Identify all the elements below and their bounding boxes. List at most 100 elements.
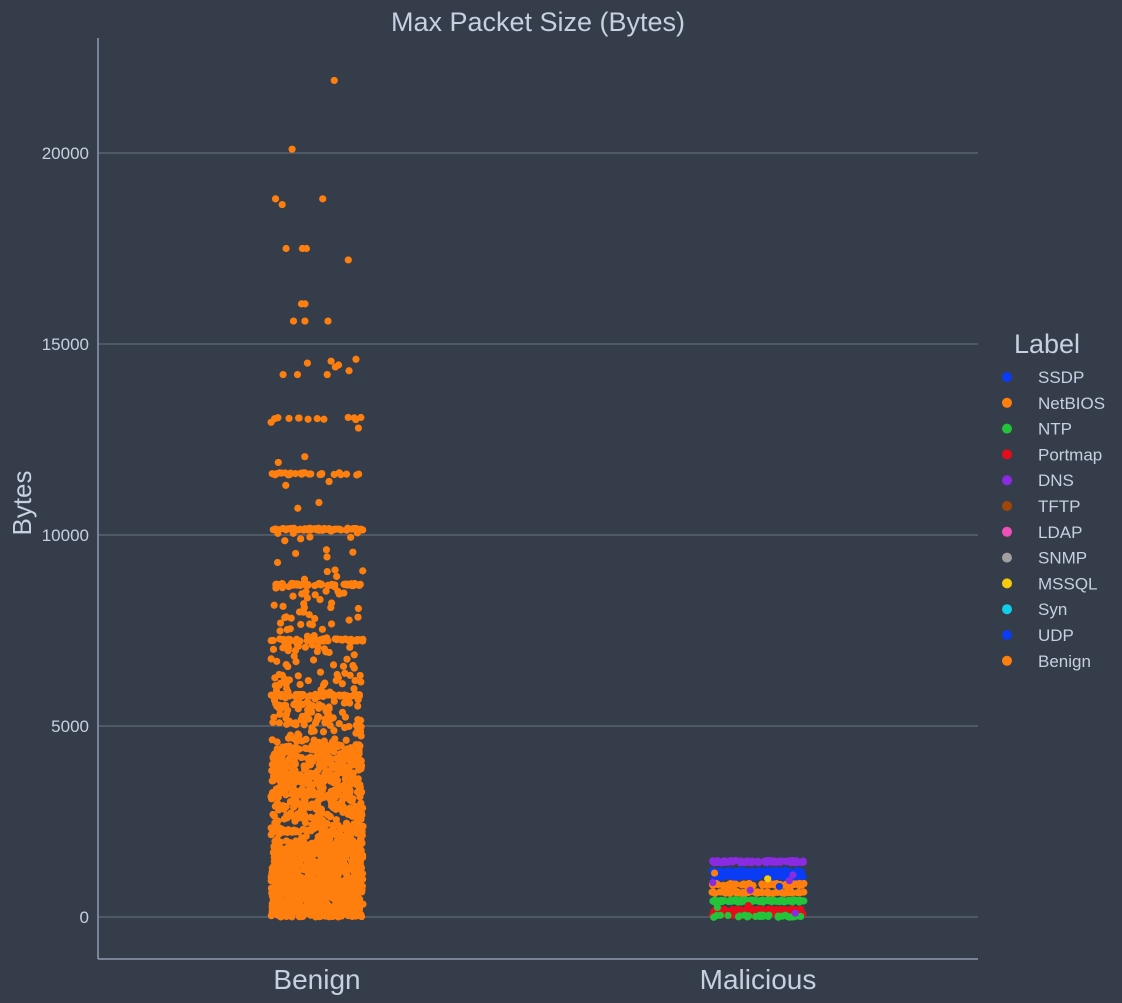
data-point — [344, 256, 352, 264]
data-point — [324, 582, 332, 590]
data-point — [350, 414, 358, 422]
data-point — [356, 835, 365, 843]
data-point — [276, 619, 285, 627]
data-point — [301, 811, 309, 819]
data-point — [354, 613, 362, 621]
data-point — [324, 912, 332, 920]
data-point — [311, 903, 320, 911]
data-point — [293, 581, 301, 589]
data-point — [283, 720, 291, 728]
data-point — [345, 764, 353, 772]
data-point — [323, 900, 331, 908]
data-point — [354, 424, 362, 432]
data-point — [303, 359, 312, 367]
data-point — [274, 458, 282, 467]
data-point — [282, 481, 290, 489]
data-point — [330, 748, 338, 756]
data-point — [315, 498, 323, 507]
data-point — [273, 855, 281, 864]
data-point — [311, 890, 319, 899]
data-point — [316, 887, 324, 895]
legend-marker — [1002, 397, 1012, 408]
data-point — [350, 524, 358, 533]
data-point — [311, 614, 319, 623]
data-point — [323, 810, 331, 818]
data-point — [275, 670, 283, 679]
y-axis-label: Bytes — [7, 470, 37, 535]
legend-label: LDAP — [1038, 523, 1082, 542]
data-point — [356, 785, 364, 793]
data-point — [287, 809, 295, 817]
data-point — [301, 453, 309, 461]
data-point — [334, 911, 343, 919]
data-point — [327, 715, 335, 723]
data-point — [288, 850, 296, 859]
data-point — [333, 832, 341, 840]
data-point — [312, 858, 320, 866]
data-point — [334, 841, 342, 849]
data-point — [302, 832, 310, 840]
data-point — [311, 791, 319, 799]
data-point — [318, 751, 326, 759]
legend-marker — [1002, 475, 1012, 486]
data-point — [318, 469, 326, 478]
legend-marker — [1002, 655, 1012, 666]
data-point — [275, 469, 284, 477]
legend-marker — [1002, 630, 1012, 640]
data-point — [345, 367, 353, 375]
data-point — [710, 858, 718, 866]
data-point — [273, 558, 282, 567]
data-point — [298, 470, 306, 478]
data-point — [294, 810, 302, 818]
data-point — [282, 837, 291, 845]
data-point — [301, 317, 309, 325]
data-point — [716, 898, 724, 906]
data-point — [331, 794, 339, 802]
data-point — [327, 802, 336, 810]
data-point — [775, 872, 783, 880]
legend-marker — [1002, 578, 1012, 589]
data-point — [289, 864, 297, 872]
data-point — [356, 671, 364, 680]
data-point — [269, 891, 277, 899]
data-point — [322, 587, 330, 595]
legend-label: NTP — [1038, 420, 1072, 439]
data-point — [295, 854, 303, 862]
data-point — [736, 897, 744, 905]
data-point — [291, 817, 299, 825]
data-point — [335, 720, 343, 728]
data-point — [304, 869, 312, 877]
data-point — [292, 549, 300, 558]
data-point — [357, 723, 365, 731]
data-point — [339, 824, 347, 832]
data-point — [315, 713, 323, 721]
data-point — [300, 765, 309, 773]
legend-label: Syn — [1038, 600, 1067, 619]
data-point — [325, 759, 333, 767]
data-point — [330, 787, 338, 795]
data-point — [327, 603, 335, 612]
data-point — [349, 661, 357, 670]
data-point — [285, 414, 293, 423]
data-point — [335, 897, 344, 905]
data-point — [354, 604, 362, 613]
data-point — [304, 676, 312, 685]
chart-title: Max Packet Size (Bytes) — [391, 7, 685, 37]
data-point — [346, 643, 354, 651]
data-point — [709, 879, 717, 887]
data-point — [711, 889, 719, 897]
data-point — [744, 901, 752, 910]
data-point — [281, 537, 289, 545]
data-point — [286, 776, 294, 784]
data-point — [344, 878, 352, 886]
data-point — [333, 635, 341, 643]
data-point — [340, 852, 348, 860]
data-point — [322, 648, 330, 656]
data-point — [330, 470, 338, 479]
data-point — [329, 853, 337, 861]
data-point — [282, 613, 290, 621]
data-point — [743, 913, 752, 921]
data-point — [295, 899, 304, 907]
data-point — [300, 600, 308, 608]
data-point — [795, 898, 803, 906]
